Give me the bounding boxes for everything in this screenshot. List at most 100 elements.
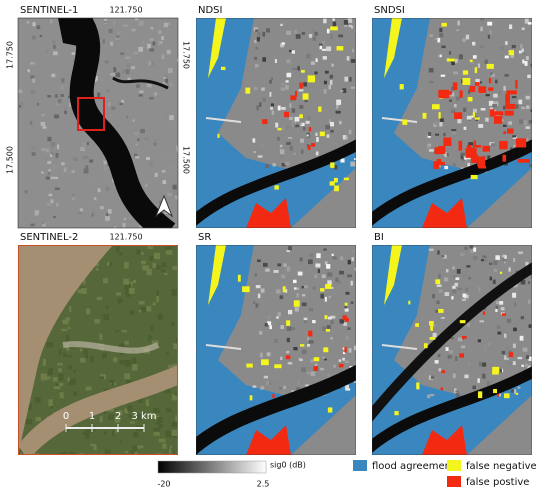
backscatter: [279, 387, 283, 390]
backscatter: [343, 351, 346, 355]
speckle: [46, 148, 49, 153]
speckle: [169, 166, 175, 170]
speckle: [135, 143, 138, 146]
backscatter: [525, 355, 530, 359]
backscatter: [459, 252, 465, 257]
backscatter: [257, 155, 263, 158]
backscatter: [506, 346, 510, 349]
field: [73, 391, 78, 396]
speckle: [123, 217, 126, 221]
backscatter: [528, 120, 532, 124]
false-positive: [313, 366, 319, 371]
speckle: [72, 227, 75, 228]
backscatter: [257, 259, 261, 263]
field: [153, 427, 160, 432]
backscatter: [504, 355, 509, 360]
speckle: [36, 25, 41, 30]
speckle: [161, 36, 165, 40]
backscatter: [499, 368, 502, 373]
speckle: [47, 160, 52, 165]
speckle: [31, 35, 36, 40]
panel-title: SENTINEL-2: [20, 232, 78, 243]
false-positive: [465, 147, 477, 158]
speckle: [162, 180, 167, 184]
field: [124, 360, 132, 367]
false-positive: [459, 90, 463, 98]
backscatter: [438, 165, 442, 168]
backscatter: [345, 388, 351, 391]
backscatter: [294, 306, 299, 312]
field: [83, 277, 86, 285]
backscatter: [350, 86, 355, 89]
backscatter: [511, 96, 517, 99]
backscatter: [315, 151, 319, 156]
backscatter: [329, 80, 333, 85]
backscatter: [452, 163, 457, 167]
backscatter: [320, 293, 325, 299]
false-positive: [470, 154, 479, 163]
field: [128, 414, 132, 418]
speckle: [57, 144, 60, 150]
false-negative: [394, 411, 399, 416]
backscatter: [283, 385, 287, 390]
false-positive: [246, 425, 291, 455]
speckle: [104, 167, 110, 170]
false-positive: [285, 355, 291, 360]
backscatter: [525, 56, 529, 61]
field: [85, 426, 92, 433]
backscatter: [488, 100, 494, 106]
backscatter: [286, 72, 292, 78]
field: [123, 278, 130, 285]
backscatter: [280, 155, 283, 158]
field: [138, 397, 143, 403]
town: [62, 341, 160, 354]
field: [136, 413, 142, 421]
speckle: [29, 62, 35, 65]
backscatter: [495, 255, 500, 260]
false-positive: [433, 161, 440, 170]
backscatter: [327, 280, 332, 286]
speckle: [97, 92, 101, 97]
colorbar-min: -20: [157, 480, 170, 489]
field: [132, 280, 137, 284]
backscatter: [292, 279, 297, 284]
backscatter: [524, 363, 529, 368]
speckle: [114, 226, 117, 228]
backscatter: [336, 100, 341, 106]
false-positive: [504, 110, 514, 116]
field: [152, 262, 156, 268]
backscatter: [517, 386, 521, 389]
backscatter: [332, 256, 337, 260]
backscatter: [257, 293, 261, 299]
lat-label: 17.750: [6, 41, 15, 69]
false-negative: [208, 18, 226, 78]
backscatter: [280, 82, 286, 86]
flood-map-panel: [196, 18, 356, 228]
backscatter: [285, 289, 288, 293]
speckle: [149, 48, 155, 52]
backscatter: [286, 266, 291, 272]
field: [64, 427, 69, 433]
backscatter: [277, 263, 282, 267]
backscatter: [340, 158, 345, 163]
field: [67, 365, 72, 370]
speckle: [60, 194, 64, 200]
field: [94, 263, 99, 267]
field: [109, 262, 113, 267]
backscatter: [447, 355, 452, 359]
false-negative: [499, 271, 503, 274]
false-negative: [492, 366, 500, 373]
backscatter: [352, 249, 356, 253]
backscatter: [274, 338, 278, 343]
field: [132, 445, 138, 451]
backscatter: [452, 373, 456, 378]
field: [156, 265, 161, 270]
field: [85, 432, 90, 439]
speckle: [49, 153, 53, 157]
backscatter: [452, 289, 457, 294]
backscatter: [285, 84, 289, 90]
speckle: [45, 176, 50, 180]
backscatter: [487, 342, 491, 347]
backscatter: [345, 335, 349, 340]
backscatter: [332, 18, 335, 21]
